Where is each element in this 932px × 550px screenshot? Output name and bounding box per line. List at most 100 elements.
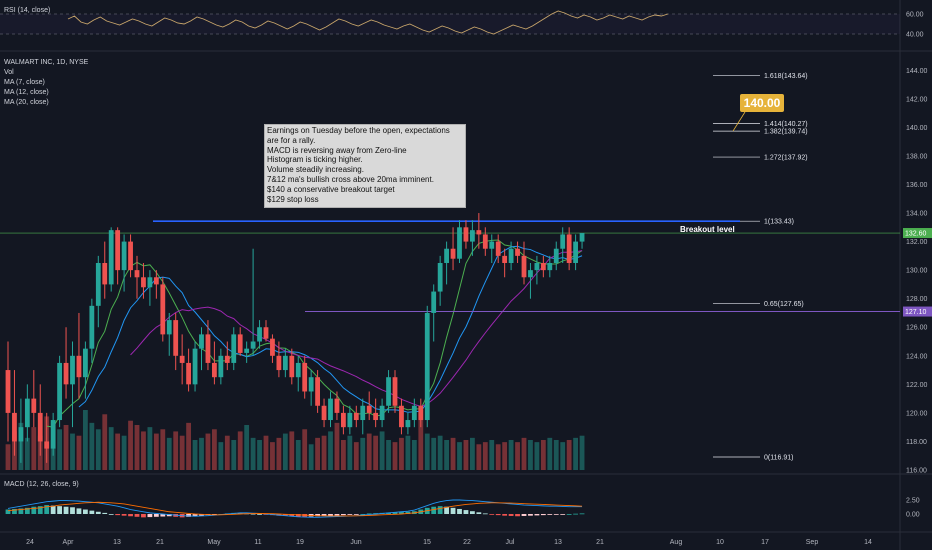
rsi-legend: RSI (14, close) [4, 7, 51, 14]
volume-bar [579, 435, 585, 470]
macd-histogram-bar [457, 508, 462, 514]
volume-bar [321, 435, 327, 470]
candle-body [295, 362, 301, 378]
time-axis-label: 21 [156, 539, 164, 546]
candle-body [224, 355, 230, 363]
macd-histogram-bar [18, 508, 24, 514]
macd-histogram-bar [83, 509, 88, 514]
candle-body [437, 263, 443, 292]
volume-bar [566, 440, 572, 470]
candle-body [308, 377, 314, 392]
rsi-tick-label: 40.00 [906, 32, 924, 39]
macd-histogram-bar [508, 514, 514, 516]
candle-body [63, 362, 69, 385]
price-tick-label: 122.00 [906, 382, 928, 389]
candle-body [566, 234, 572, 263]
macd-histogram-bar [353, 514, 359, 515]
time-axis-label: 10 [716, 539, 724, 546]
breakout-label: Breakout level [680, 225, 735, 234]
candle-body [57, 362, 62, 421]
macd-histogram-bar [560, 514, 566, 515]
candle-body [160, 284, 166, 335]
price-tick-label: 134.00 [906, 211, 928, 218]
price-tag [903, 306, 932, 317]
note-line: MACD is reversing away from Zero-line [267, 145, 407, 155]
candle-body [457, 227, 462, 259]
candle-body [444, 248, 449, 263]
candle-body [121, 241, 127, 271]
candle-body [153, 277, 159, 285]
candle-body [12, 412, 17, 442]
macd-histogram-bar [437, 506, 443, 514]
candle-body [218, 355, 224, 378]
fib-level-label: 0(116.91) [764, 455, 793, 462]
annotation-note[interactable]: Earnings on Tuesday before the open, exp… [264, 124, 466, 208]
candle-body [289, 355, 295, 378]
volume-bar [250, 437, 256, 470]
volume-bar [83, 410, 88, 470]
candle-body [108, 230, 114, 285]
macd-histogram-bar [315, 514, 320, 517]
candle-body [334, 398, 340, 413]
macd-histogram-bar [360, 514, 366, 515]
macd-histogram-bar [405, 511, 411, 514]
candle-body [263, 327, 269, 339]
volume-bar [237, 431, 243, 470]
note-line: $140 a conservative breakout target [267, 184, 395, 194]
volume-bar [192, 440, 198, 470]
time-axis-label: Apr [63, 539, 75, 546]
note-line: Volume steadily increasing. [267, 165, 364, 175]
volume-bar [57, 429, 62, 470]
candle-body [166, 320, 172, 335]
macd-histogram-bar [108, 514, 114, 515]
volume-bar [218, 442, 224, 470]
volume-bar [470, 437, 475, 470]
volume-bar [166, 437, 172, 470]
candle-body [502, 255, 508, 263]
volume-bar [295, 440, 301, 470]
time-axis-label: Jun [350, 539, 361, 546]
volume-bar [328, 431, 333, 470]
candle-body [102, 263, 108, 285]
candle-body [495, 241, 501, 256]
target-price-badge[interactable]: 140.00 [740, 94, 784, 112]
macd-histogram-bar [199, 514, 204, 516]
time-axis-label: 21 [596, 539, 604, 546]
macd-histogram-bar [579, 513, 585, 515]
main-legend: WALMART INC, 1D, NYSE Vol MA (7, close) … [4, 58, 88, 108]
fib-level-label: 1.272(137.92) [764, 155, 808, 162]
volume-bar [270, 442, 275, 470]
macd-histogram-bar [341, 514, 346, 516]
candle-body [70, 355, 75, 385]
macd-histogram-bar [141, 514, 146, 518]
macd-histogram-bar [57, 506, 62, 514]
candle-body [270, 338, 275, 356]
candle-body [360, 405, 366, 421]
price-tick-label: 132.00 [906, 239, 928, 246]
candle-body [128, 241, 133, 271]
volume-bar [128, 420, 133, 470]
candle-body [424, 312, 430, 421]
candle-body [328, 398, 333, 421]
ma20-line [130, 250, 583, 408]
macd-histogram-bar [12, 508, 17, 514]
time-axis-label: 17 [761, 539, 769, 546]
macd-histogram-bar [186, 514, 191, 517]
time-axis-label: Sep [806, 539, 819, 546]
macd-histogram-bar [515, 514, 520, 517]
candle-body [547, 263, 553, 271]
rsi-tick-label: 60.00 [906, 12, 924, 19]
volume-bar [153, 433, 159, 470]
volume-bar [508, 440, 514, 470]
volume-bar [282, 433, 288, 470]
note-line: Histogram is ticking higher. [267, 155, 363, 165]
macd-histogram-bar [31, 506, 37, 514]
macd-histogram-bar [521, 514, 527, 516]
candle-body [302, 362, 308, 392]
candle-body [534, 263, 540, 271]
time-axis-label: 24 [26, 539, 34, 546]
volume-bar [186, 422, 191, 470]
macd-histogram-bar [282, 514, 288, 516]
